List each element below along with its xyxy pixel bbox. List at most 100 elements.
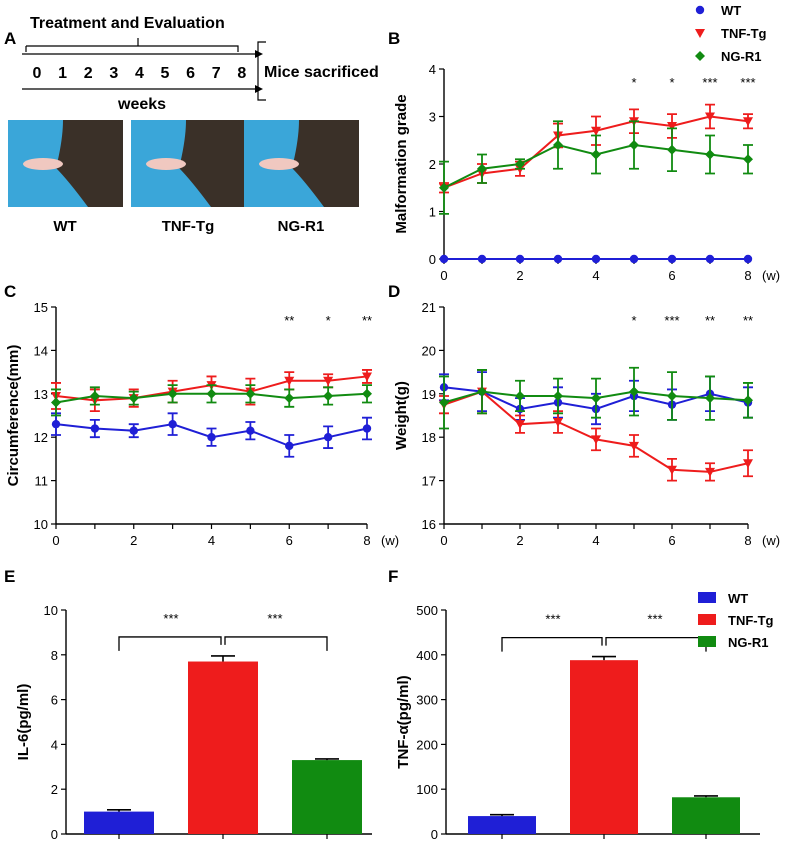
data-point (89, 390, 100, 401)
data-point (515, 159, 525, 169)
comparison-bracket-right (224, 636, 328, 651)
mouse-body (56, 120, 123, 207)
timeline-week-2: 2 (84, 65, 93, 82)
y-tick-label-8: 8 (51, 648, 58, 663)
timeline-arrowhead-bottom (255, 85, 263, 93)
significance-annotation: ** (362, 313, 372, 328)
significance-annotation: ** (284, 313, 294, 328)
data-point (591, 435, 601, 445)
x-tick-label-6: 6 (668, 268, 675, 283)
y-tick-label-3: 3 (429, 110, 436, 125)
data-point (705, 149, 715, 160)
data-point (629, 140, 639, 150)
significance-annotation: * (631, 313, 636, 328)
data-point (743, 117, 753, 127)
data-point (705, 254, 715, 264)
timeline-week-6: 6 (186, 65, 195, 82)
data-point (743, 154, 753, 165)
data-point (246, 426, 255, 435)
y-tick-label-200: 200 (416, 737, 438, 752)
y-tick-label-17: 17 (422, 474, 436, 489)
legend-label-ng-r1: NG-R1 (728, 635, 768, 650)
significance-annotation: *** (664, 313, 679, 328)
significance-annotation: *** (702, 75, 717, 90)
legend-label-tnf-tg: TNF-Tg (721, 26, 767, 41)
series-ng-r1 (439, 366, 753, 430)
significance-annotation: * (631, 75, 636, 90)
error-bar (592, 655, 616, 661)
data-point (667, 122, 677, 131)
y-tick-label-16: 16 (422, 517, 436, 532)
x-tick-label-8: 8 (363, 533, 370, 548)
y-tick-label-15: 15 (34, 300, 48, 315)
data-point (743, 395, 753, 406)
data-point (743, 459, 753, 469)
timeline-week-5: 5 (161, 65, 170, 82)
y-tick-label-500: 500 (416, 603, 438, 618)
photo-label-ng-r1: NG-R1 (278, 218, 325, 235)
data-point (284, 393, 295, 404)
data-point (362, 424, 372, 433)
data-point (207, 433, 216, 442)
legend-swatch-ng-r1 (698, 636, 716, 647)
mouse-paw (23, 158, 63, 170)
bar-wt (468, 816, 536, 834)
timeline-weeks-label: weeks (117, 96, 166, 113)
legend-label-wt: WT (721, 3, 741, 18)
comparison-bracket-right (605, 636, 707, 652)
data-point (206, 388, 217, 399)
paw-photos: WT TNF-Tg NG-R1 (8, 120, 359, 235)
x-unit-label: (w) (762, 533, 780, 548)
legend-bottom: WT TNF-Tg NG-R1 (698, 591, 774, 650)
data-point (477, 254, 487, 264)
y-tick-label-12: 12 (34, 430, 48, 445)
data-point (629, 386, 639, 397)
significance-annotation: *** (163, 611, 178, 626)
data-point (362, 372, 372, 382)
data-point (515, 390, 525, 401)
data-point (515, 420, 525, 430)
data-point (168, 419, 177, 429)
data-point (515, 254, 525, 264)
y-tick-label-100: 100 (416, 782, 438, 797)
data-point (667, 144, 677, 155)
legend-marker-wt (695, 5, 705, 15)
panel-f-tnfa-chart: F 0 100 200 300 400 500 TNF-α(pg/ml) *** *** (388, 567, 760, 842)
panel-label-e: E (4, 567, 15, 586)
data-point (629, 254, 639, 264)
data-point (667, 390, 677, 401)
x-tick-label-2: 2 (516, 268, 523, 283)
data-point (323, 376, 334, 386)
significance-annotation: *** (545, 612, 560, 627)
mouse-body (292, 120, 359, 207)
comparison-bracket-left (501, 636, 603, 652)
series-ng-r1 (439, 120, 753, 215)
mouse-paw (259, 158, 299, 170)
y-tick-label-2: 2 (51, 782, 58, 797)
legend-swatch-wt (698, 592, 716, 603)
data-point (167, 388, 178, 399)
data-point (323, 433, 333, 442)
y-tick-label-10: 10 (44, 603, 58, 618)
series-wt (51, 412, 372, 458)
error-bar (211, 655, 235, 662)
comparison-bracket-left (118, 636, 222, 651)
photo-wt (8, 120, 123, 207)
data-point (284, 376, 295, 386)
data-point (591, 393, 601, 404)
data-point (439, 182, 449, 193)
x-tick-label-6: 6 (668, 533, 675, 548)
y-tick-label-0: 0 (429, 252, 436, 267)
photo-label-tnf-tg: TNF-Tg (162, 218, 214, 235)
data-point (553, 390, 563, 401)
timeline-title-bracket (25, 38, 239, 52)
significance-annotation: *** (267, 611, 282, 626)
data-point (323, 390, 334, 401)
photo-ng-r1 (244, 120, 359, 207)
series-wt (439, 254, 753, 264)
legend-top: WT TNF-Tg NG-R1 (695, 3, 767, 64)
timeline-week-8: 8 (237, 65, 246, 82)
